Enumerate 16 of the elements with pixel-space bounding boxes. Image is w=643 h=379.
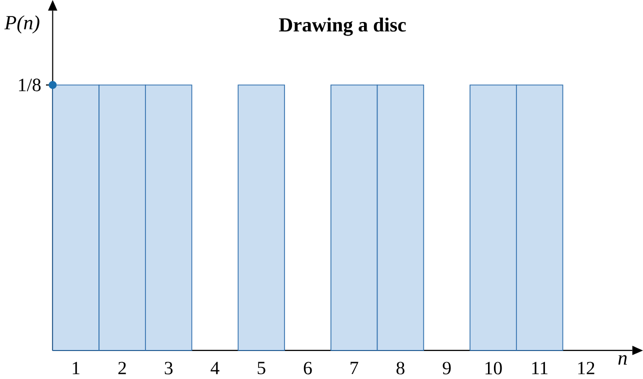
x-tick-label: 2 [118,362,126,374]
x-tick-label: 10 [486,362,502,374]
x-tick-label: 12 [578,362,594,374]
x-tick-label: 6 [304,362,312,374]
x-tick-label: 11 [532,362,548,374]
x-tick-label: 8 [396,362,404,374]
x-tick-label: 7 [350,362,358,374]
x-axis-title: n [618,355,627,365]
chart-title: Drawing a disc [279,18,406,36]
x-tick-label: 3 [164,362,173,374]
x-tick-label: 4 [210,362,220,374]
y-axis-title: P(n) [4,15,40,34]
x-tick-label: 9 [442,362,451,374]
y-tick-label: 1/8 [19,78,41,92]
x-tick-label: 5 [258,362,266,374]
x-tick-label: 1 [72,362,80,374]
